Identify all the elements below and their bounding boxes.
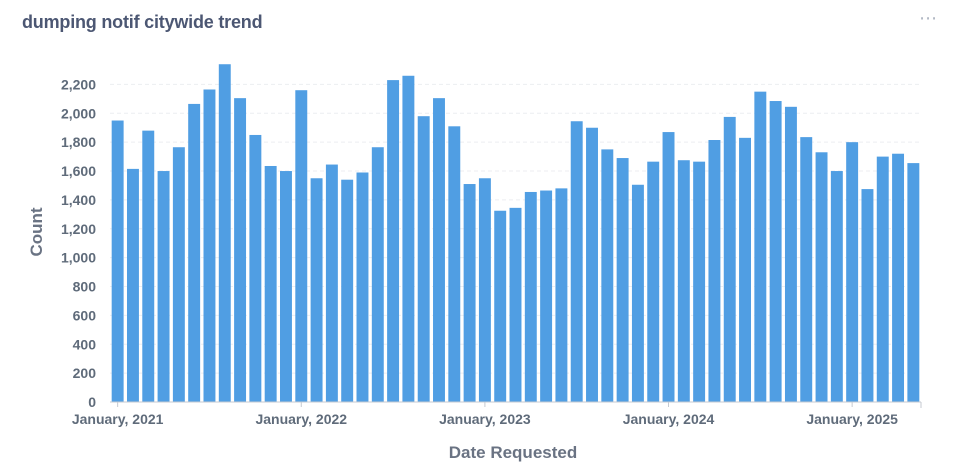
bar[interactable]: 2024-04: 1815 [708, 140, 721, 402]
bar[interactable]: 2021-06: 2065 [188, 103, 201, 403]
ellipsis-icon[interactable]: ⋯ [919, 8, 938, 28]
bar[interactable]: 2024-02: 1675 [677, 160, 690, 402]
bar[interactable]: 2023-01: 1550 [478, 178, 491, 402]
bar[interactable]: 2023-02: 1325 [494, 210, 507, 402]
bar[interactable]: 2023-05: 1465 [540, 190, 553, 402]
bar[interactable]: 2024-09: 2045 [784, 106, 797, 402]
y-tick-label: 1,200 [61, 221, 96, 237]
bar[interactable]: 2023-07: 1945 [570, 121, 583, 403]
bar[interactable]: 2021-11: 1635 [264, 165, 277, 402]
bar[interactable]: 2021-01: 1950 [111, 120, 124, 403]
x-axis-title: Date Requested [449, 443, 577, 462]
bar[interactable]: 2025-03: 1700 [876, 156, 889, 402]
bar[interactable]: 2024-05: 1975 [723, 116, 736, 402]
bar[interactable]: 2022-10: 2105 [433, 98, 445, 403]
bar[interactable]: 2021-08: 2340 [218, 64, 231, 402]
bar[interactable]: 2023-09: 1750 [601, 149, 614, 402]
bar[interactable]: 2023-11: 1505 [631, 184, 644, 402]
bar[interactable]: 2021-10: 1850 [249, 134, 262, 402]
y-tick-label: 2,200 [61, 76, 96, 92]
bar[interactable]: 2024-03: 1665 [693, 161, 706, 402]
x-tick-label: January, 2024 [623, 411, 715, 427]
x-tick-label: January, 2021 [72, 411, 164, 427]
x-tick-label: January, 2023 [439, 411, 531, 427]
x-axis: January, 2021 January, 2022 January, 2023 J… [72, 401, 922, 427]
y-tick-label: 800 [73, 279, 97, 295]
bar[interactable]: 2022-03: 1645 [325, 164, 338, 402]
bar[interactable]: 2025-04: 1720 [892, 153, 905, 402]
bar[interactable]: 2025-01: 1800 [846, 142, 859, 403]
bar[interactable]: 2022-08: 2260 [402, 75, 415, 403]
bar[interactable]: 2021-02: 1615 [126, 168, 139, 402]
y-tick-label: 400 [73, 336, 97, 352]
bar[interactable]: 2022-01: 2160 [295, 90, 308, 403]
bar[interactable]: 2024-12: 1600 [830, 171, 843, 402]
bar[interactable]: 2023-10: 1690 [616, 158, 629, 402]
bar[interactable]: 2024-11: 1730 [815, 152, 828, 402]
y-axis: 0 200 400 600 800 1,000 1,200 1,400 1,600 1,800 2,… [61, 76, 96, 410]
x-tick-label: January, 2022 [255, 411, 347, 427]
bar[interactable]: 2024-07: 2150 [754, 91, 767, 403]
y-tick-label: 2,000 [61, 105, 96, 121]
y-tick-label: 1,800 [61, 134, 96, 150]
y-tick-label: 600 [73, 307, 97, 323]
bar[interactable]: 2022-02: 1550 [310, 178, 323, 402]
bar[interactable]: 2022-05: 1590 [356, 172, 369, 402]
bar[interactable]: 2021-12: 1600 [280, 171, 292, 402]
bar[interactable]: 2023-03: 1345 [509, 207, 522, 402]
bar[interactable]: 2022-04: 1540 [341, 179, 354, 402]
bar[interactable]: 2022-11: 1910 [448, 126, 461, 403]
bar[interactable]: 2023-06: 1480 [555, 188, 568, 402]
bar[interactable]: 2024-01: 1870 [662, 132, 675, 402]
bar[interactable]: 2023-04: 1455 [524, 191, 537, 402]
bar[interactable]: 2022-12: 1510 [463, 184, 476, 402]
y-tick-label: 0 [88, 394, 96, 410]
bar[interactable]: 2024-10: 1835 [800, 137, 813, 402]
bar[interactable]: 2021-05: 1765 [172, 147, 185, 402]
card-title: dumping notif citywide trend [22, 12, 263, 32]
bar[interactable]: 2025-05: 1655 [907, 163, 920, 402]
y-tick-label: 1,000 [61, 250, 96, 266]
y-axis-title: Count [27, 207, 46, 256]
y-tick-label: 1,600 [61, 163, 96, 179]
bar[interactable]: 2021-07: 2165 [203, 89, 216, 403]
bar[interactable]: 2021-09: 2105 [234, 98, 247, 403]
bar[interactable]: 2023-08: 1900 [586, 127, 598, 403]
bar[interactable]: 2021-04: 1600 [157, 171, 170, 402]
bar[interactable]: 2022-09: 1980 [417, 116, 430, 402]
bar[interactable]: 2023-12: 1665 [647, 161, 660, 402]
bar[interactable]: 2024-08: 2085 [769, 101, 782, 402]
bars: 2021-01: 19502021-02: 16152021-03: 18802… [111, 64, 920, 403]
y-tick-label: 200 [73, 365, 97, 381]
bar[interactable]: 2022-07: 2230 [387, 80, 400, 402]
y-tick-label: 1,400 [61, 192, 96, 208]
bar[interactable]: 2021-03: 1880 [142, 130, 155, 402]
bar[interactable]: 2025-02: 1475 [861, 189, 874, 402]
bar[interactable]: 2024-06: 1830 [739, 137, 751, 402]
x-tick-label: January, 2025 [806, 411, 898, 427]
bar[interactable]: 2022-06: 1765 [371, 147, 384, 402]
